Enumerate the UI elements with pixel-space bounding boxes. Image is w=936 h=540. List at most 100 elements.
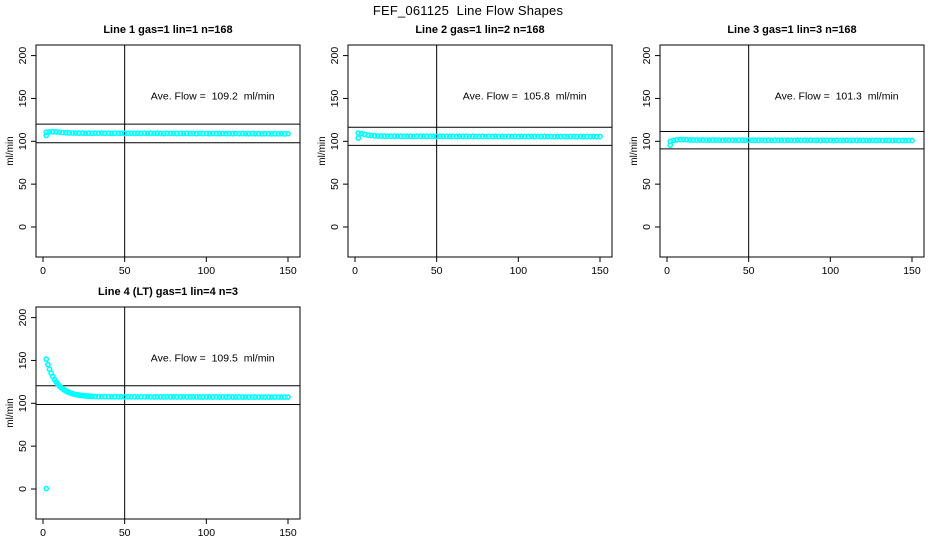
data-point <box>755 137 762 144</box>
data-point <box>95 393 102 400</box>
data-point <box>177 394 184 400</box>
panel-title: Line 2 gas=1 lin=2 n=168 <box>415 24 544 36</box>
data-point <box>476 133 483 140</box>
data-point <box>147 130 154 137</box>
data-point <box>285 394 291 401</box>
y-axis-tick-label: 100 <box>329 132 341 150</box>
data-point <box>570 133 577 140</box>
data-point <box>180 130 187 137</box>
data-point <box>889 137 896 144</box>
data-point <box>394 133 401 140</box>
x-axis-tick-label: 50 <box>119 527 131 539</box>
data-point <box>255 394 262 401</box>
data-point <box>593 133 600 140</box>
data-point <box>726 137 732 144</box>
data-point <box>200 394 206 400</box>
data-point <box>749 137 755 144</box>
data-point <box>164 130 171 137</box>
data-point <box>775 137 781 144</box>
data-point <box>134 130 141 137</box>
data-point <box>686 137 693 143</box>
data-point <box>781 137 788 144</box>
data-point <box>443 133 450 140</box>
data-point <box>853 137 860 144</box>
x-axis-tick-label: 50 <box>431 265 443 277</box>
data-point <box>378 133 385 139</box>
data-point <box>203 130 210 137</box>
data-point <box>154 393 161 400</box>
data-point <box>258 130 265 137</box>
x-axis-tick-label: 150 <box>903 265 921 277</box>
data-point <box>365 132 371 139</box>
data-point <box>121 393 128 400</box>
data-point <box>131 130 138 137</box>
data-point <box>177 130 184 137</box>
data-point <box>154 130 161 137</box>
data-point <box>597 133 603 140</box>
panel-line3: 0 50 100 150 0 50 100 150 200 ml/min Line 3 gas=1 … <box>629 24 925 277</box>
data-point <box>223 130 229 137</box>
data-point <box>242 130 249 137</box>
data-point <box>404 133 411 140</box>
data-point <box>203 394 210 400</box>
data-point <box>899 137 906 144</box>
y-axis-tick-label: 100 <box>17 132 29 150</box>
data-point <box>213 394 220 400</box>
data-point <box>98 393 105 400</box>
data-point <box>758 137 765 144</box>
x-axis-tick-label: 100 <box>198 265 216 277</box>
data-point <box>784 137 791 144</box>
data-point <box>489 133 496 140</box>
data-point <box>580 133 587 140</box>
data-point <box>577 133 584 140</box>
data-point <box>206 130 213 137</box>
data-point <box>525 133 532 140</box>
data-point <box>798 137 804 144</box>
data-point <box>518 133 525 140</box>
data-series <box>355 130 603 141</box>
data-point <box>719 137 726 144</box>
data-point <box>397 133 404 140</box>
data-point <box>167 394 174 400</box>
data-point <box>401 133 407 140</box>
ave-flow-annotation: Ave. Flow = 109.2 ml/min <box>151 90 275 102</box>
data-point <box>144 393 151 400</box>
data-point <box>223 394 229 400</box>
data-point <box>557 133 564 140</box>
data-point <box>680 136 687 143</box>
data-point <box>683 136 690 143</box>
panel-line2: 0 50 100 150 0 50 100 150 200 ml/min Line 2 gas=1 … <box>317 24 613 277</box>
y-axis-tick-label: 200 <box>17 309 29 327</box>
data-point <box>102 393 108 400</box>
data-point <box>735 137 742 144</box>
data-point <box>873 137 879 144</box>
data-point <box>886 137 893 144</box>
data-point <box>670 137 677 144</box>
data-point <box>262 394 269 401</box>
y-axis-tick-label: 200 <box>641 47 653 65</box>
panel-line1: 0 50 100 150 0 50 100 150 200 ml/min Line 1 gas=1 … <box>5 24 301 277</box>
y-axis-tick-label: 200 <box>329 47 341 65</box>
ave-flow-annotation: Ave. Flow = 101.3 ml/min <box>775 90 899 102</box>
data-point <box>564 133 571 140</box>
data-point <box>508 133 515 140</box>
data-point <box>281 394 288 400</box>
data-point <box>690 137 697 143</box>
plot-box <box>347 44 613 258</box>
data-point <box>814 137 821 144</box>
data-point <box>216 394 223 400</box>
data-point <box>141 393 148 400</box>
data-point <box>245 394 252 401</box>
data-point <box>219 130 226 137</box>
data-point <box>430 133 437 140</box>
data-point <box>521 133 528 140</box>
data-point <box>879 137 886 144</box>
data-point <box>125 393 131 400</box>
data-point <box>183 394 190 400</box>
data-point <box>89 130 95 137</box>
data-point <box>138 393 144 400</box>
data-point <box>102 130 108 137</box>
data-point <box>105 393 112 400</box>
data-point <box>771 137 778 144</box>
data-point <box>239 394 246 400</box>
